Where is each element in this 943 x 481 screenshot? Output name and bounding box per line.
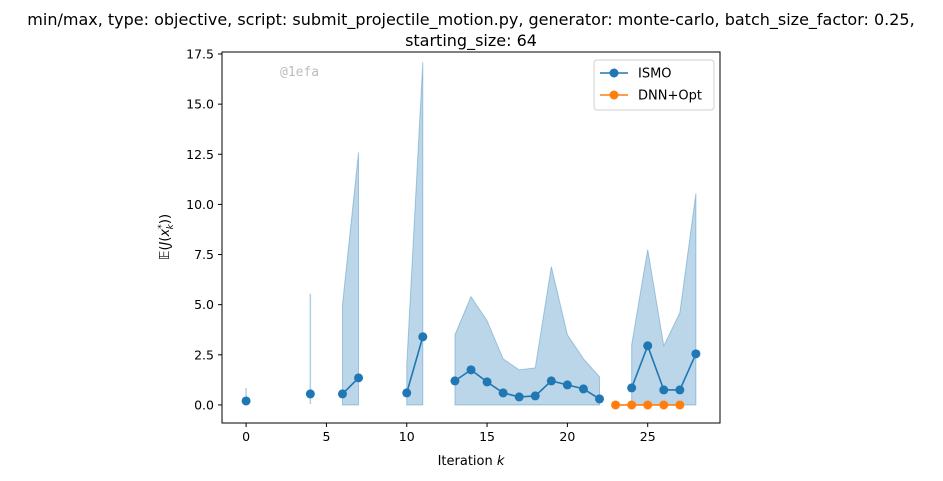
x-axis-label: Iteration k	[438, 454, 505, 469]
data-point	[659, 400, 669, 410]
data-point	[514, 392, 524, 402]
legend-label: DNN+Opt	[638, 89, 702, 104]
data-point	[643, 400, 653, 410]
data-point	[418, 332, 428, 342]
chart-title-line-1: min/max, type: objective, script: submit…	[27, 10, 914, 30]
plot-area: 0 5 10 15 20 25 0.0 2.5 5.0 7.5 10.0 12.5 15.0 17.5	[186, 47, 721, 444]
series-line	[454, 368, 600, 400]
data-point	[241, 396, 251, 406]
y-axis-label: 𝔼(J(x*k))	[157, 214, 176, 260]
data-point	[611, 400, 621, 410]
y-tick-label: 10.0	[186, 197, 214, 212]
minmax-band	[406, 62, 424, 406]
data-point	[578, 384, 588, 394]
data-point	[354, 373, 364, 383]
data-point	[627, 400, 637, 410]
legend-label: ISMO	[638, 67, 672, 82]
y-tick-label: 15.0	[186, 97, 214, 112]
x-tick-label: 0	[242, 429, 250, 444]
data-point	[659, 385, 669, 395]
y-tick-label: 0.0	[194, 397, 214, 412]
x-tick-label: 25	[640, 429, 656, 444]
series-line	[405, 336, 424, 394]
data-point	[562, 380, 572, 390]
data-point	[546, 376, 556, 386]
minmax-band	[341, 152, 360, 406]
data-point	[675, 400, 685, 410]
data-point	[498, 388, 508, 398]
y-tick-label: 17.5	[186, 47, 214, 62]
data-point	[466, 365, 476, 375]
watermark: @1efa	[280, 65, 319, 80]
legend-marker	[609, 68, 619, 78]
data-point	[643, 341, 653, 351]
chart-title-line-2: starting_size: 64	[405, 31, 537, 51]
data-point	[627, 383, 637, 393]
minmax-band	[631, 193, 697, 406]
data-point	[595, 394, 605, 404]
data-point	[482, 377, 492, 387]
data-point	[675, 385, 685, 395]
data-point	[530, 391, 540, 401]
data-point	[305, 389, 315, 399]
x-tick-label: 15	[479, 429, 495, 444]
x-tick-label: 5	[322, 429, 330, 444]
minmax-band	[454, 266, 601, 406]
legend: ISMO DNN+Opt	[593, 59, 715, 111]
data-point	[450, 376, 460, 386]
x-tick-label: 20	[559, 429, 575, 444]
axes-frame	[221, 51, 721, 424]
data-point	[691, 349, 701, 359]
y-tick-label: 7.5	[194, 247, 214, 262]
data-point	[337, 389, 347, 399]
y-tick-label: 12.5	[186, 147, 214, 162]
data-point	[402, 388, 412, 398]
x-tick-label: 10	[399, 429, 415, 444]
legend-marker	[609, 90, 619, 100]
y-tick-label: 2.5	[194, 347, 214, 362]
y-tick-label: 5.0	[194, 297, 214, 312]
